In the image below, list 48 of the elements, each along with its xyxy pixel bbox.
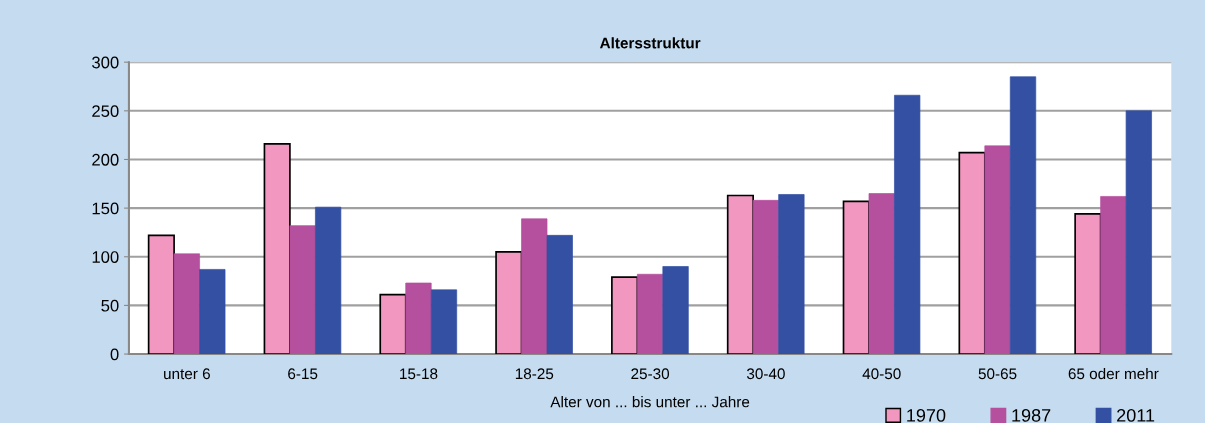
chart-title: Altersstruktur [599, 37, 701, 49]
bar [778, 194, 805, 355]
bar [984, 145, 1011, 355]
x-tick-label: 40-50 [862, 368, 901, 380]
bar [752, 199, 779, 355]
bar [1125, 110, 1152, 355]
x-tick-label: unter 6 [164, 368, 210, 380]
x-tick-label: 25-30 [631, 368, 670, 380]
bar [263, 143, 291, 355]
y-tick-label: 50 [101, 299, 119, 312]
y-tick-label: 0 [110, 348, 119, 361]
bar [842, 200, 870, 355]
bar [611, 276, 639, 355]
y-tick-label: 100 [92, 251, 119, 263]
y-tick-label: 200 [92, 153, 119, 166]
bar [430, 289, 458, 355]
bar [1100, 196, 1127, 355]
bar [726, 194, 755, 355]
x-tick-label: 18-25 [515, 368, 554, 380]
bar [1009, 76, 1037, 355]
bar [495, 251, 523, 355]
legend-label: 2011 [1117, 409, 1155, 422]
x-tick-label: 30-40 [746, 368, 785, 380]
y-tick-label: 300 [92, 56, 119, 69]
bar [379, 293, 407, 355]
x-tick-label: 65 oder mehr [1068, 367, 1159, 380]
x-axis-title: Alter von ... bis unter ... Jahre [550, 396, 750, 408]
x-tick-label: 50-65 [978, 368, 1017, 380]
bar [662, 266, 689, 355]
bar [637, 273, 664, 355]
bar [173, 253, 200, 355]
bar [315, 206, 342, 355]
bar [289, 225, 316, 355]
y-tick-label: 150 [92, 202, 119, 215]
x-tick-label: 15-18 [400, 368, 438, 380]
x-tick-label: 6-15 [288, 368, 318, 380]
bar [405, 282, 432, 355]
bar [147, 234, 175, 355]
legend-label: 1970 [907, 409, 946, 422]
bar [199, 269, 226, 355]
y-tick-label: 250 [92, 105, 119, 118]
bar [1074, 213, 1102, 355]
bar [958, 151, 986, 355]
bar [521, 218, 548, 355]
bar [894, 94, 921, 355]
legend-label: 1987 [1012, 409, 1051, 422]
bar [868, 193, 895, 355]
bar [546, 235, 573, 355]
